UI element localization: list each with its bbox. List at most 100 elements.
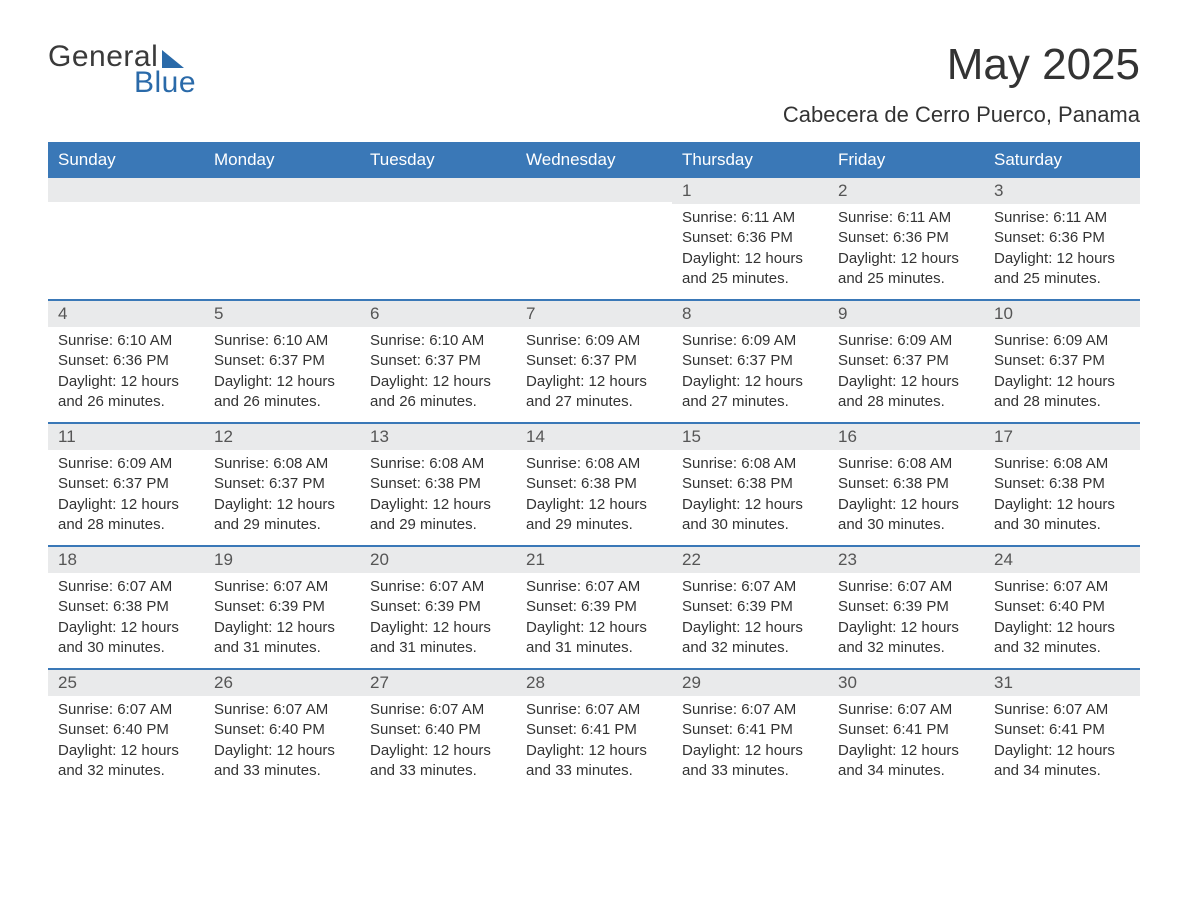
- sunset-text: Sunset: 6:39 PM: [526, 597, 662, 617]
- day-details: Sunrise: 6:09 AMSunset: 6:37 PMDaylight:…: [828, 327, 984, 422]
- daylight2-text: and 25 minutes.: [838, 269, 974, 289]
- day-number: 30: [828, 670, 984, 696]
- day-number: 26: [204, 670, 360, 696]
- sunrise-text: Sunrise: 6:07 AM: [214, 700, 350, 720]
- day-details: Sunrise: 6:07 AMSunset: 6:38 PMDaylight:…: [48, 573, 204, 668]
- day-cell: 19Sunrise: 6:07 AMSunset: 6:39 PMDayligh…: [204, 546, 360, 669]
- sunrise-text: Sunrise: 6:07 AM: [526, 577, 662, 597]
- weekday-header-row: Sunday Monday Tuesday Wednesday Thursday…: [48, 142, 1140, 178]
- day-cell: 10Sunrise: 6:09 AMSunset: 6:37 PMDayligh…: [984, 300, 1140, 423]
- daylight1-text: Daylight: 12 hours: [58, 618, 194, 638]
- sunrise-text: Sunrise: 6:09 AM: [994, 331, 1130, 351]
- day-number: 11: [48, 424, 204, 450]
- sunset-text: Sunset: 6:38 PM: [370, 474, 506, 494]
- daylight1-text: Daylight: 12 hours: [682, 249, 818, 269]
- day-details: Sunrise: 6:08 AMSunset: 6:37 PMDaylight:…: [204, 450, 360, 545]
- month-title: May 2025: [783, 40, 1140, 90]
- day-cell: 26Sunrise: 6:07 AMSunset: 6:40 PMDayligh…: [204, 669, 360, 791]
- day-number: 1: [672, 178, 828, 204]
- daylight2-text: and 31 minutes.: [214, 638, 350, 658]
- daylight1-text: Daylight: 12 hours: [682, 372, 818, 392]
- day-cell: [204, 178, 360, 300]
- day-number: 6: [360, 301, 516, 327]
- logo-text-blue: Blue: [134, 66, 196, 100]
- daylight2-text: and 26 minutes.: [370, 392, 506, 412]
- sunset-text: Sunset: 6:36 PM: [682, 228, 818, 248]
- daylight1-text: Daylight: 12 hours: [994, 741, 1130, 761]
- day-cell: 16Sunrise: 6:08 AMSunset: 6:38 PMDayligh…: [828, 423, 984, 546]
- daylight1-text: Daylight: 12 hours: [370, 741, 506, 761]
- sunrise-text: Sunrise: 6:07 AM: [58, 700, 194, 720]
- daylight2-text: and 27 minutes.: [526, 392, 662, 412]
- daylight1-text: Daylight: 12 hours: [994, 372, 1130, 392]
- daylight2-text: and 29 minutes.: [526, 515, 662, 535]
- daylight2-text: and 29 minutes.: [214, 515, 350, 535]
- daylight1-text: Daylight: 12 hours: [682, 495, 818, 515]
- daylight2-text: and 28 minutes.: [58, 515, 194, 535]
- day-details: Sunrise: 6:07 AMSunset: 6:41 PMDaylight:…: [672, 696, 828, 791]
- daylight2-text: and 34 minutes.: [838, 761, 974, 781]
- daylight1-text: Daylight: 12 hours: [838, 495, 974, 515]
- day-number: 27: [360, 670, 516, 696]
- daylight1-text: Daylight: 12 hours: [994, 495, 1130, 515]
- day-number: [360, 178, 516, 202]
- day-details: Sunrise: 6:07 AMSunset: 6:40 PMDaylight:…: [204, 696, 360, 791]
- week-row: 11Sunrise: 6:09 AMSunset: 6:37 PMDayligh…: [48, 423, 1140, 546]
- daylight1-text: Daylight: 12 hours: [838, 249, 974, 269]
- day-cell: 8 Sunrise: 6:09 AMSunset: 6:37 PMDaylight…: [672, 300, 828, 423]
- day-number: 15: [672, 424, 828, 450]
- sunset-text: Sunset: 6:40 PM: [994, 597, 1130, 617]
- day-details: Sunrise: 6:07 AMSunset: 6:39 PMDaylight:…: [516, 573, 672, 668]
- day-number: 31: [984, 670, 1140, 696]
- daylight1-text: Daylight: 12 hours: [214, 741, 350, 761]
- sunrise-text: Sunrise: 6:07 AM: [994, 577, 1130, 597]
- daylight1-text: Daylight: 12 hours: [682, 741, 818, 761]
- daylight2-text: and 32 minutes.: [994, 638, 1130, 658]
- day-number: 14: [516, 424, 672, 450]
- sunrise-text: Sunrise: 6:09 AM: [682, 331, 818, 351]
- day-number: [516, 178, 672, 202]
- day-details: Sunrise: 6:10 AMSunset: 6:37 PMDaylight:…: [204, 327, 360, 422]
- day-number: 9: [828, 301, 984, 327]
- sunset-text: Sunset: 6:38 PM: [58, 597, 194, 617]
- daylight1-text: Daylight: 12 hours: [838, 741, 974, 761]
- day-details: Sunrise: 6:08 AMSunset: 6:38 PMDaylight:…: [672, 450, 828, 545]
- day-number: 18: [48, 547, 204, 573]
- day-cell: [48, 178, 204, 300]
- calendar-table: Sunday Monday Tuesday Wednesday Thursday…: [48, 142, 1140, 791]
- day-details: Sunrise: 6:07 AMSunset: 6:39 PMDaylight:…: [672, 573, 828, 668]
- week-row: 4Sunrise: 6:10 AMSunset: 6:36 PMDaylight…: [48, 300, 1140, 423]
- day-number: 25: [48, 670, 204, 696]
- sunrise-text: Sunrise: 6:08 AM: [370, 454, 506, 474]
- day-details: Sunrise: 6:10 AMSunset: 6:36 PMDaylight:…: [48, 327, 204, 422]
- daylight2-text: and 30 minutes.: [58, 638, 194, 658]
- day-cell: 24Sunrise: 6:07 AMSunset: 6:40 PMDayligh…: [984, 546, 1140, 669]
- day-number: 19: [204, 547, 360, 573]
- daylight2-text: and 29 minutes.: [370, 515, 506, 535]
- sunset-text: Sunset: 6:39 PM: [838, 597, 974, 617]
- sunset-text: Sunset: 6:40 PM: [214, 720, 350, 740]
- day-cell: 27Sunrise: 6:07 AMSunset: 6:40 PMDayligh…: [360, 669, 516, 791]
- sunset-text: Sunset: 6:39 PM: [370, 597, 506, 617]
- daylight2-text: and 32 minutes.: [838, 638, 974, 658]
- sunrise-text: Sunrise: 6:07 AM: [214, 577, 350, 597]
- daylight1-text: Daylight: 12 hours: [994, 249, 1130, 269]
- day-number: 8: [672, 301, 828, 327]
- sunrise-text: Sunrise: 6:11 AM: [682, 208, 818, 228]
- sunrise-text: Sunrise: 6:07 AM: [682, 577, 818, 597]
- sunrise-text: Sunrise: 6:08 AM: [682, 454, 818, 474]
- day-cell: 12Sunrise: 6:08 AMSunset: 6:37 PMDayligh…: [204, 423, 360, 546]
- sunset-text: Sunset: 6:37 PM: [682, 351, 818, 371]
- calendar-body: 1Sunrise: 6:11 AMSunset: 6:36 PMDaylight…: [48, 178, 1140, 791]
- sunset-text: Sunset: 6:39 PM: [214, 597, 350, 617]
- daylight2-text: and 30 minutes.: [994, 515, 1130, 535]
- calendar-page: General Blue May 2025 Cabecera de Cerro …: [0, 0, 1188, 831]
- day-cell: 6Sunrise: 6:10 AMSunset: 6:37 PMDaylight…: [360, 300, 516, 423]
- day-number: 21: [516, 547, 672, 573]
- sunrise-text: Sunrise: 6:07 AM: [370, 700, 506, 720]
- sunrise-text: Sunrise: 6:10 AM: [58, 331, 194, 351]
- sunset-text: Sunset: 6:37 PM: [214, 474, 350, 494]
- day-number: 22: [672, 547, 828, 573]
- logo-triangle-icon: [162, 50, 184, 68]
- daylight2-text: and 33 minutes.: [370, 761, 506, 781]
